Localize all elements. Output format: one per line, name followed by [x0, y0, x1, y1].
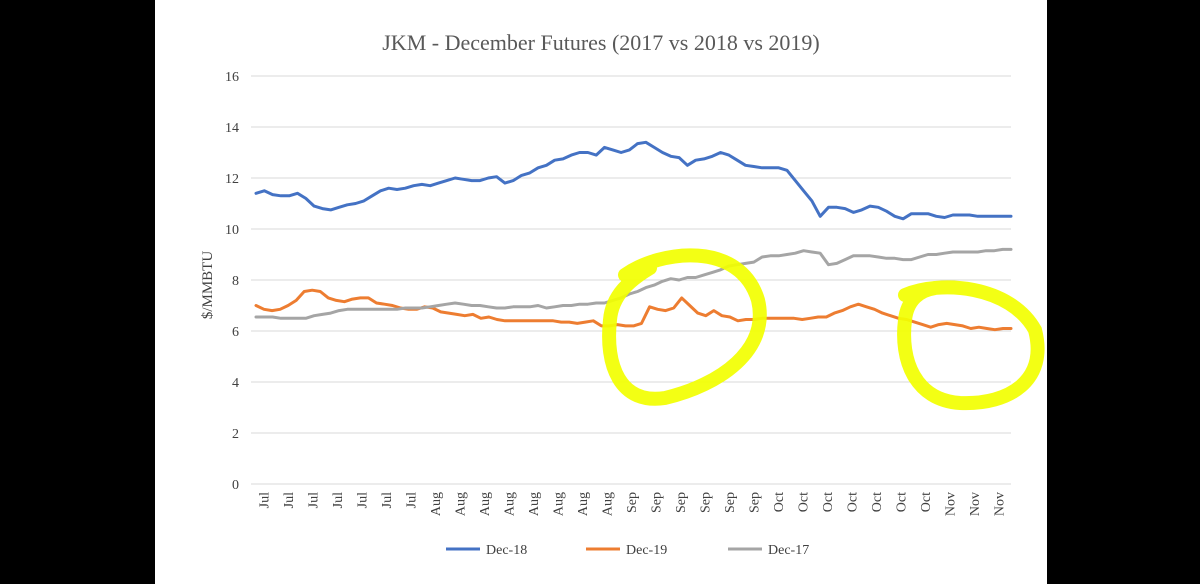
gridlines	[251, 75, 1011, 485]
x-tick-label: Oct	[870, 492, 885, 512]
y-tick-label: 14	[225, 121, 239, 136]
x-tick-label: Aug	[429, 492, 444, 516]
x-tick-label: Sep	[674, 492, 689, 513]
legend-label: Dec-18	[486, 543, 527, 558]
x-tick-label: Oct	[797, 492, 812, 512]
x-tick-label: Nov	[993, 492, 1008, 516]
x-tick-label: Jul	[282, 492, 297, 508]
legend-label: Dec-17	[768, 543, 809, 558]
x-tick-label: Aug	[502, 492, 517, 516]
x-tick-label: Sep	[723, 492, 738, 513]
y-tick-label: 8	[232, 274, 239, 289]
x-tick-label: Oct	[919, 492, 934, 512]
x-tick-label: Jul	[355, 492, 370, 508]
x-tick-label: Oct	[895, 492, 910, 512]
chart-title: JKM - December Futures (2017 vs 2018 vs …	[382, 30, 820, 55]
x-tick-label: Sep	[650, 492, 665, 513]
legend-label: Dec-19	[626, 543, 667, 558]
series-line-dec-17	[254, 247, 1013, 320]
x-tick-label: Jul	[331, 492, 346, 508]
y-axis-ticks: 0 2 4 6 8 10 12 14 16	[225, 70, 239, 493]
y-tick-label: 0	[232, 478, 239, 493]
line-chart: JKM - December Futures (2017 vs 2018 vs …	[200, 30, 1013, 558]
series-line-dec-18	[254, 140, 1013, 221]
x-tick-label: Oct	[846, 492, 861, 512]
x-tick-label: Aug	[576, 492, 591, 516]
x-tick-label: Aug	[527, 492, 542, 516]
x-tick-label: Jul	[257, 492, 272, 508]
x-tick-label: Jul	[404, 492, 419, 508]
series-lines	[254, 140, 1013, 332]
y-axis-label: $/MMBTU	[200, 251, 216, 320]
y-tick-label: 12	[225, 172, 239, 187]
y-tick-label: 16	[225, 70, 239, 85]
legend: Dec-18 Dec-19 Dec-17	[446, 543, 809, 558]
x-tick-label: Aug	[453, 492, 468, 516]
x-tick-label: Aug	[551, 492, 566, 516]
x-tick-label: Jul	[306, 492, 321, 508]
x-tick-label: Oct	[772, 492, 787, 512]
x-tick-label: Aug	[600, 492, 615, 516]
x-tick-label: Nov	[968, 492, 983, 516]
x-axis-ticks: Jul Jul Jul Jul Jul Jul Jul Aug Aug Aug Aug Aug Aug A…	[257, 492, 1007, 516]
x-tick-label: Nov	[944, 492, 959, 516]
y-tick-label: 10	[225, 223, 239, 238]
y-tick-label: 6	[232, 325, 239, 340]
chart-frame: JKM - December Futures (2017 vs 2018 vs …	[155, 0, 1047, 584]
x-tick-label: Sep	[625, 492, 640, 513]
x-tick-label: Jul	[380, 492, 395, 508]
x-tick-label: Sep	[699, 492, 714, 513]
y-tick-label: 4	[232, 376, 239, 391]
x-tick-label: Aug	[478, 492, 493, 516]
y-tick-label: 2	[232, 427, 239, 442]
x-tick-label: Sep	[748, 492, 763, 513]
x-tick-label: Oct	[821, 492, 836, 512]
